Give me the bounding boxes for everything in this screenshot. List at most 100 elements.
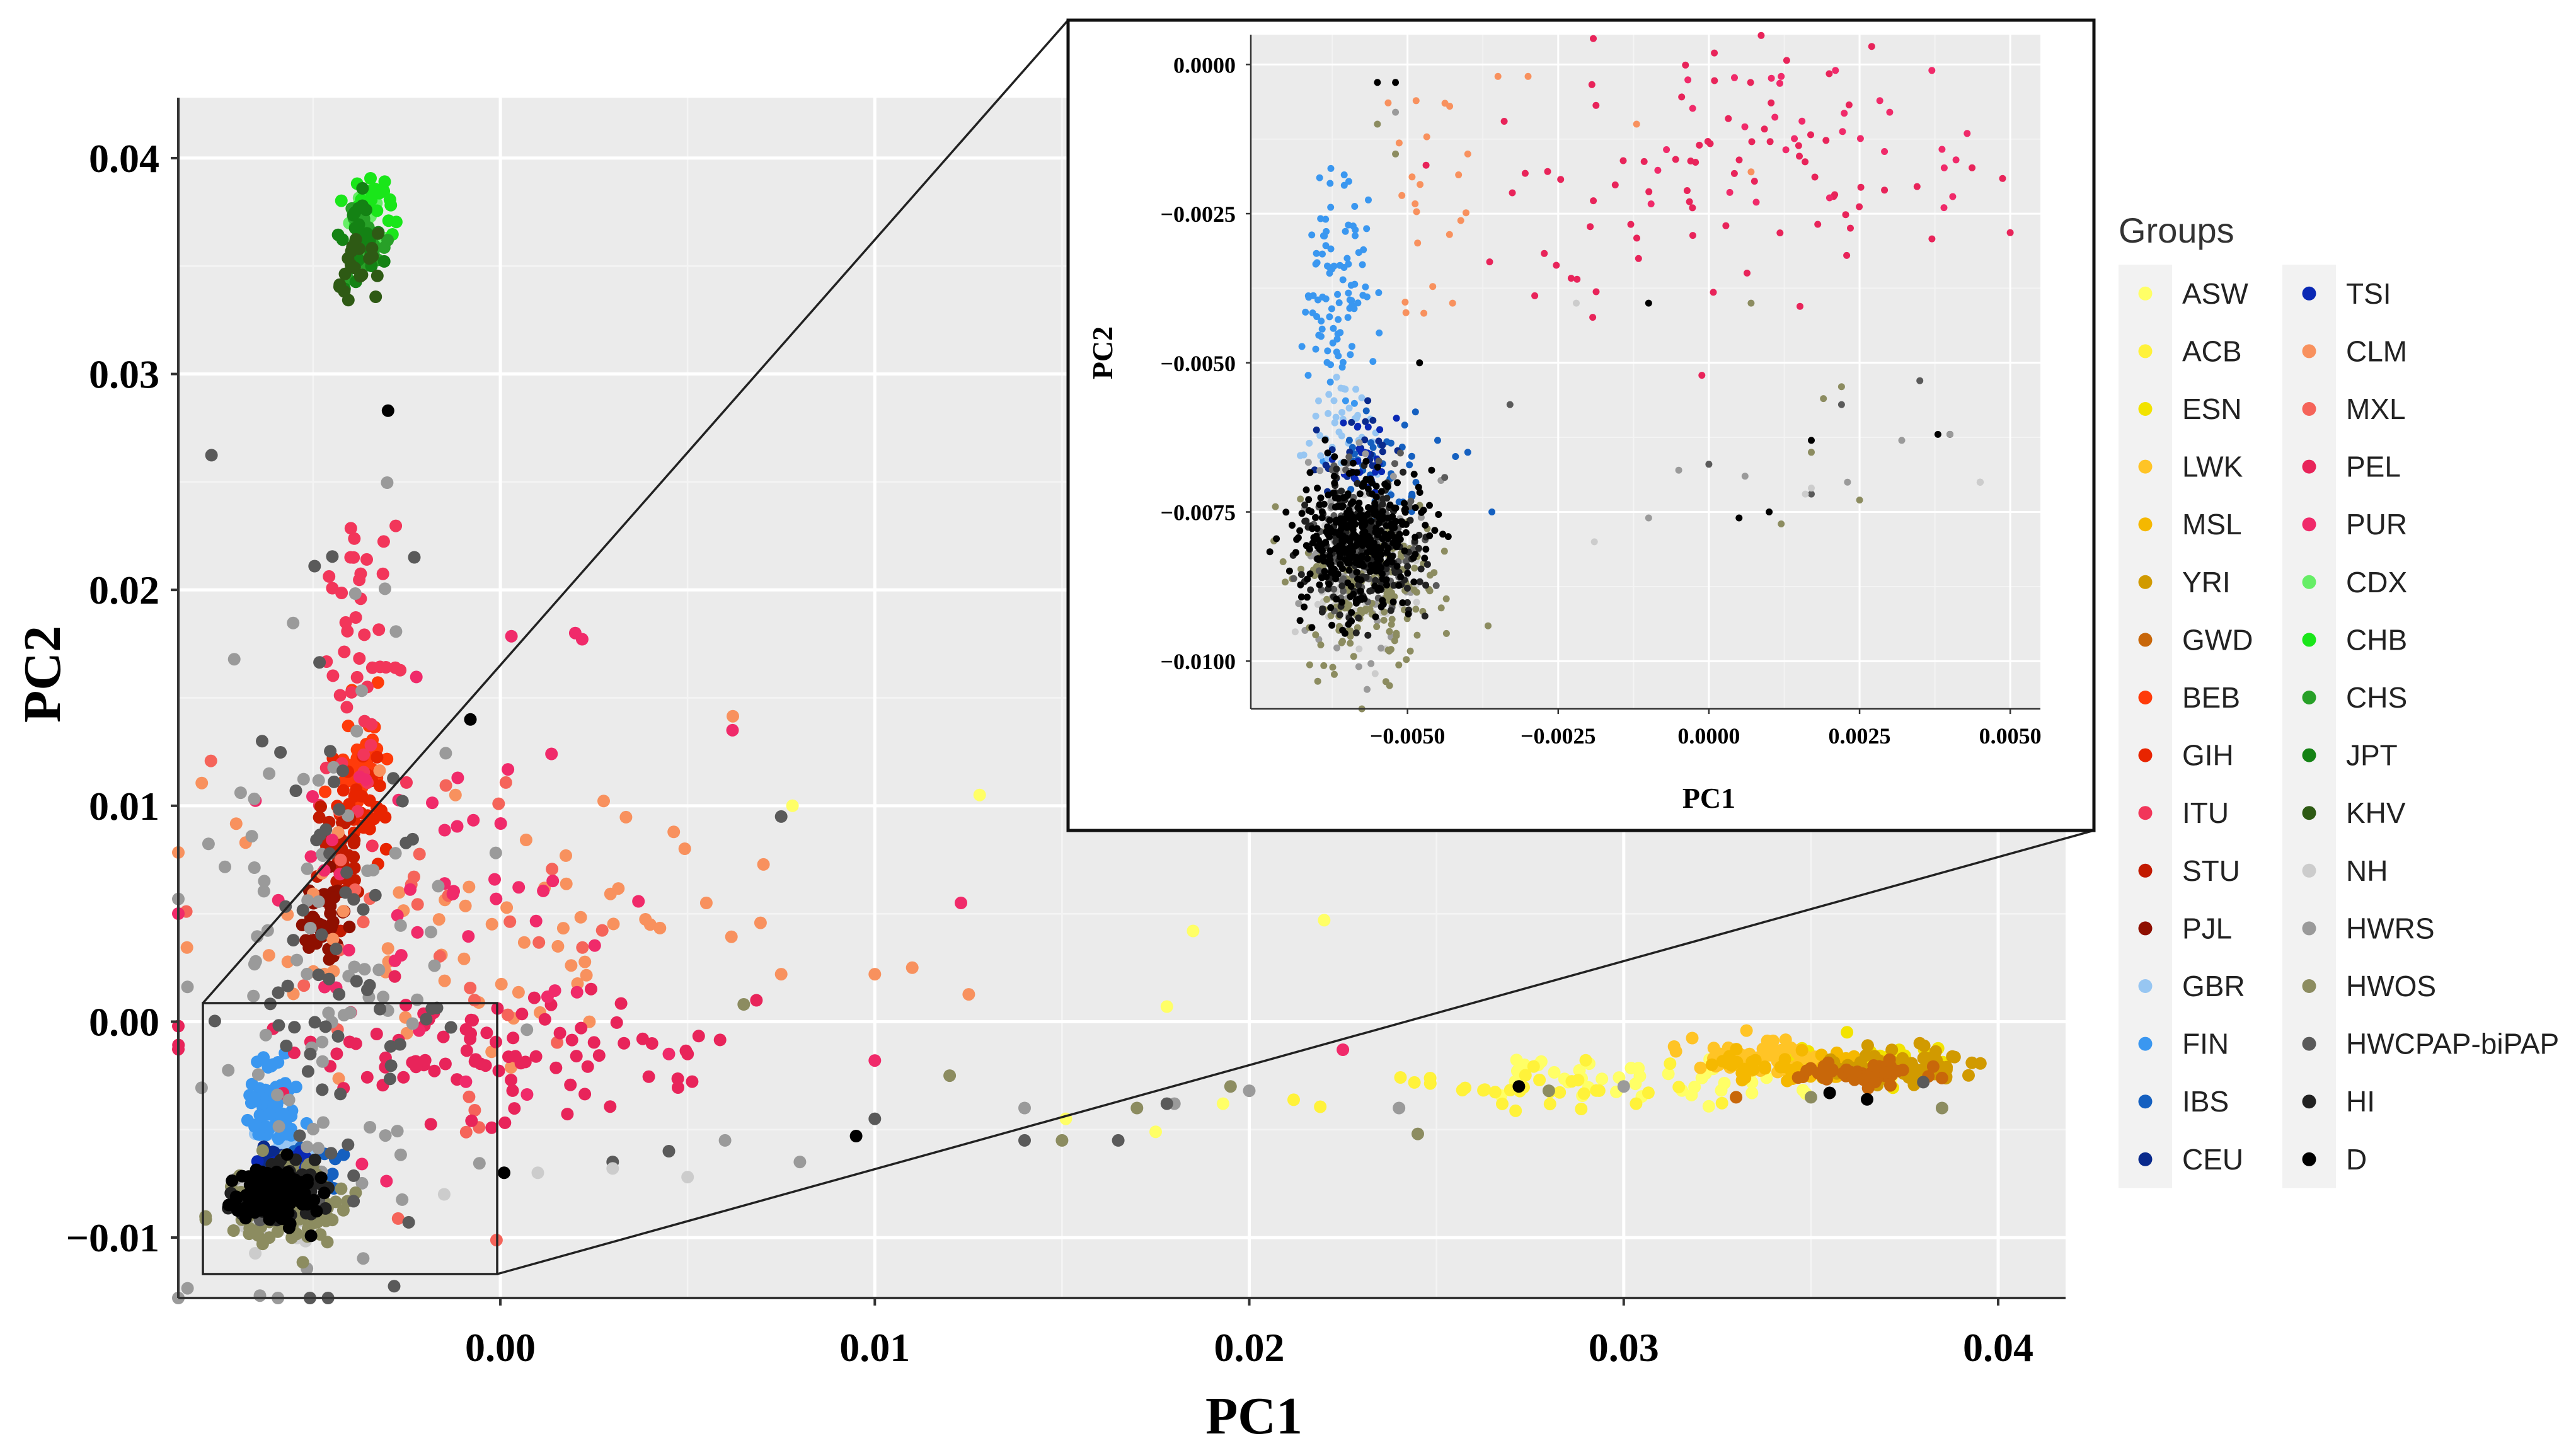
point-d (1347, 516, 1355, 524)
inset-scatter-plot: −0.0050 −0.0025 0.0000 0.0025 0.0050 0.0000−… (1066, 18, 2096, 832)
point-pur (1940, 204, 1948, 212)
point-d (1324, 558, 1331, 565)
point-pel (400, 999, 412, 1012)
point-pur (1964, 130, 1971, 137)
point-pur (588, 939, 601, 952)
point-ibs (1434, 437, 1441, 444)
point-pur (459, 1075, 473, 1088)
point-hwrs (342, 809, 355, 822)
legend-label-chs: CHS (2346, 681, 2407, 714)
point-d (1330, 565, 1338, 573)
point-ceu (1364, 397, 1372, 405)
point-d (1391, 504, 1398, 512)
point-d (1318, 508, 1326, 515)
point-fin (1346, 296, 1354, 304)
point-d (1402, 529, 1410, 536)
point-hwrs (355, 1176, 369, 1190)
point-acb (1456, 1084, 1469, 1097)
point-d (1331, 453, 1338, 461)
point-hi (1423, 561, 1431, 568)
point-hwos (1437, 604, 1445, 612)
point-itu (364, 738, 377, 752)
point-d (1325, 491, 1332, 499)
point-hwos (1388, 616, 1396, 623)
point-pel (519, 1055, 532, 1069)
point-itu (326, 582, 339, 595)
point-hwrs (1018, 1101, 1031, 1115)
point-acb (1575, 1103, 1588, 1115)
point-chb (384, 198, 398, 212)
y-tick-label: −0.0075 (1160, 500, 1236, 525)
point-chb (364, 172, 377, 185)
point-hwcpap-bipap (384, 1040, 397, 1053)
point-d (1512, 1080, 1526, 1093)
point-fin (1323, 227, 1330, 235)
point-d (1372, 613, 1379, 621)
point-hwrs (259, 1028, 272, 1042)
point-pur (868, 1054, 882, 1067)
point-hwrs (271, 1088, 284, 1101)
point-clm (643, 918, 657, 931)
point-d (1364, 555, 1371, 562)
point-pel (1969, 164, 1976, 171)
point-fin (1375, 289, 1383, 296)
point-hwos (1373, 623, 1381, 630)
point-khv (346, 240, 359, 253)
point-gbr (1358, 394, 1366, 401)
point-gbr (1316, 432, 1324, 439)
point-clm (438, 974, 451, 987)
point-pel (502, 1050, 515, 1064)
point-hwrs (263, 767, 276, 780)
point-lwk (1768, 1046, 1780, 1059)
point-hwrs (234, 786, 247, 800)
legend-swatch-gwd (2138, 633, 2153, 647)
point-pel (1730, 169, 1738, 177)
point-fin (1349, 222, 1357, 230)
point-hwrs (361, 864, 374, 877)
point-hwcpap-bipap (774, 810, 788, 823)
point-d (1444, 533, 1452, 541)
point-pel (397, 1071, 410, 1084)
point-fin (1362, 283, 1369, 290)
point-asw (1745, 1086, 1759, 1100)
point-pel (692, 1030, 705, 1043)
point-hwcpap-bipap (363, 979, 376, 992)
point-hwrs (249, 955, 262, 968)
point-hwrs (1355, 663, 1362, 670)
point-hwrs (424, 926, 437, 939)
point-clm (1412, 97, 1420, 105)
point-clm (1446, 103, 1454, 110)
point-hwcpap-bipap (1315, 567, 1323, 575)
point-pel (1868, 43, 1875, 50)
point-clm (485, 1045, 498, 1059)
point-clm (1420, 309, 1428, 317)
point-hwos (1392, 150, 1400, 158)
point-ibs (1362, 407, 1370, 415)
point-pel (464, 1013, 478, 1026)
point-pel (439, 1057, 452, 1071)
point-d (1337, 545, 1344, 553)
point-fin (251, 1055, 264, 1069)
legend-swatch-ibs (2138, 1094, 2153, 1109)
point-tsi (1393, 415, 1400, 422)
x-tick-label: −0.0050 (1370, 723, 1446, 749)
point-d (1861, 1093, 1873, 1106)
point-hwcpap-bipap (1407, 497, 1415, 505)
point-hwrs (355, 684, 369, 698)
y-tick-label: 0.03 (89, 352, 159, 397)
point-hwcpap-bipap (1112, 1134, 1125, 1147)
point-hwos (1297, 565, 1304, 573)
point-hwcpap-bipap (374, 1002, 386, 1016)
point-hwcpap-bipap (347, 1169, 360, 1182)
point-fin (1305, 294, 1313, 301)
point-pel (506, 1084, 519, 1097)
legend-swatch-d (2302, 1152, 2316, 1166)
point-hwos (1055, 1134, 1069, 1147)
point-stu (313, 811, 326, 824)
point-clm (180, 941, 193, 954)
point-pel (1573, 275, 1581, 283)
point-mxl (391, 1212, 405, 1225)
point-d (1318, 514, 1326, 522)
point-itu (323, 570, 336, 583)
point-pel (418, 1054, 432, 1067)
